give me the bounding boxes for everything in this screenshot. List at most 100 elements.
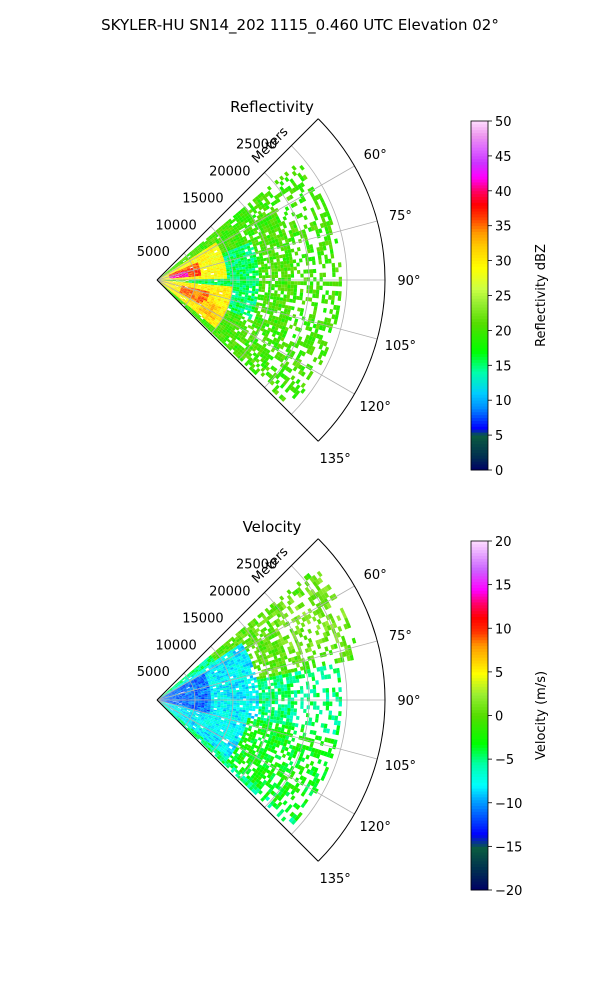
echo-cell (242, 739, 247, 744)
echo-cell (165, 274, 169, 277)
echo-cell (192, 720, 196, 724)
echo-cell (274, 694, 279, 698)
echo-cell (184, 305, 188, 309)
echo-cell (235, 265, 239, 269)
echo-cell (281, 284, 285, 288)
echo-cell (242, 334, 247, 339)
echo-cell (268, 660, 273, 665)
echo-cell (210, 691, 214, 694)
echo-cell (213, 320, 218, 324)
echo-cell (188, 714, 192, 717)
echo-cell (194, 276, 199, 278)
echo-cell (168, 274, 172, 276)
echo-cell (294, 777, 300, 783)
echo-cell (239, 237, 244, 241)
echo-cell (282, 374, 288, 381)
echo-cell (206, 250, 211, 254)
echo-cell (321, 217, 326, 223)
echo-cell (210, 706, 214, 708)
echo-cell (185, 703, 189, 706)
echo-cell (246, 626, 252, 631)
echo-cell (209, 685, 213, 688)
echo-cell (331, 687, 336, 693)
echo-cell (188, 301, 192, 304)
echo-cell (238, 711, 243, 715)
echo-cell (306, 269, 310, 274)
echo-cell (191, 715, 195, 719)
echo-cell (293, 693, 298, 698)
echo-cell (294, 723, 299, 728)
echo-cell (177, 683, 181, 686)
echo-cell (268, 230, 273, 235)
colorbar-tick-label: 5 (495, 429, 503, 444)
echo-cell (297, 307, 301, 312)
echo-cell (266, 740, 271, 745)
colorbar-segment (471, 365, 488, 369)
echo-cell (219, 648, 224, 653)
echo-cell (281, 304, 286, 309)
echo-cell (166, 697, 170, 699)
echo-cell (273, 389, 280, 396)
echo-cell (264, 266, 269, 270)
echo-cell (264, 607, 270, 613)
colorbar-segment (471, 371, 488, 375)
echo-cell (281, 640, 286, 646)
echo-cell (299, 775, 305, 781)
echo-cell (249, 720, 254, 724)
echo-cell (222, 711, 227, 714)
echo-cell (216, 708, 221, 711)
echo-cell (310, 346, 316, 352)
echo-cell (210, 719, 214, 723)
echo-cell (249, 285, 253, 289)
echo-cell (233, 282, 237, 285)
echo-cell (227, 314, 232, 319)
echo-cell (306, 277, 311, 282)
colorbar-segment (471, 202, 488, 206)
echo-cell (245, 266, 249, 270)
echo-cell (257, 737, 262, 741)
echo-cell (210, 232, 215, 237)
echo-cell (214, 333, 219, 338)
echo-cell (207, 704, 211, 707)
echo-cell (238, 267, 243, 270)
echo-cell (196, 265, 200, 268)
echo-cell (214, 297, 218, 301)
echo-cell (253, 636, 259, 641)
echo-cell (269, 218, 274, 224)
echo-cell (197, 693, 202, 695)
echo-cell (322, 631, 328, 638)
echo-cell (264, 333, 269, 338)
echo-cell (243, 212, 248, 218)
echo-cell (213, 706, 218, 709)
echo-cell (225, 651, 230, 656)
echo-cell (283, 235, 288, 240)
echo-cell (217, 283, 221, 286)
echo-cell (261, 252, 266, 256)
colorbar-segment (471, 144, 488, 148)
echo-cell (207, 725, 212, 728)
echo-cell (176, 268, 181, 271)
echo-cell (231, 294, 236, 298)
colorbar-tick-label: 20 (495, 324, 512, 339)
echo-cell (306, 693, 311, 698)
echo-cell (199, 719, 204, 723)
echo-cell (179, 697, 183, 699)
colorbar-segment (471, 225, 488, 230)
echo-cell (165, 283, 169, 286)
echo-cell (204, 271, 208, 273)
echo-cell (173, 269, 177, 272)
echo-cell (232, 710, 236, 714)
echo-cell (189, 252, 193, 256)
echo-cell (255, 700, 259, 704)
echo-cell (182, 701, 186, 703)
echo-cell (174, 692, 178, 694)
echo-cell (266, 349, 271, 354)
echo-cell (285, 256, 290, 261)
echo-cell (194, 704, 199, 706)
echo-cell (202, 249, 207, 253)
echo-cell (249, 345, 254, 351)
echo-cell (252, 700, 256, 704)
echo-cell (167, 270, 170, 273)
echo-cell (224, 320, 229, 324)
echo-cell (167, 706, 171, 709)
